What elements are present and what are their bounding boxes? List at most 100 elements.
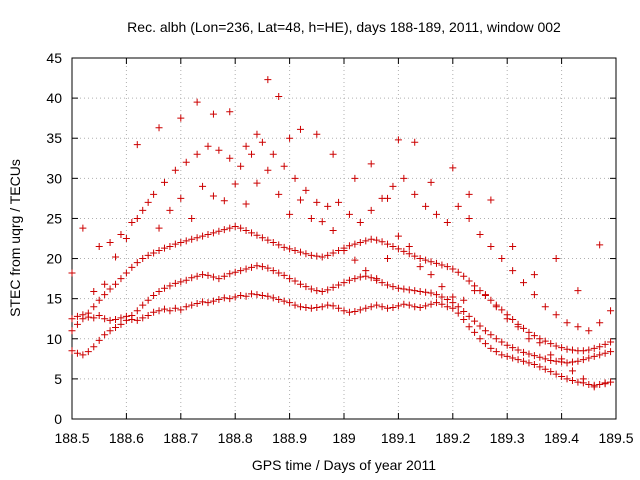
data-point — [171, 240, 179, 248]
data-point — [601, 349, 609, 357]
data-point — [432, 210, 440, 218]
data-point — [465, 277, 473, 285]
data-point — [384, 281, 392, 289]
data-point — [487, 243, 495, 251]
data-point — [199, 232, 207, 240]
data-point — [509, 354, 517, 362]
data-point — [133, 307, 141, 315]
data-point — [242, 226, 250, 234]
data-point — [405, 301, 413, 309]
data-point — [73, 320, 81, 328]
data-point — [432, 259, 440, 267]
series-3 — [95, 138, 615, 335]
data-point — [171, 166, 179, 174]
data-point — [416, 287, 424, 295]
data-point — [590, 344, 598, 352]
data-point — [384, 304, 392, 312]
data-point — [280, 271, 288, 279]
y-axis-tick-labels: 0 5 10 15 20 25 30 35 40 45 — [46, 50, 62, 427]
data-point — [465, 190, 473, 198]
data-point — [367, 235, 375, 243]
data-point — [237, 267, 245, 275]
data-point — [422, 256, 430, 264]
data-point — [574, 357, 582, 365]
y-tick-label: 30 — [46, 170, 62, 186]
y-tick-label: 10 — [46, 331, 62, 347]
data-point — [324, 202, 332, 210]
data-point — [112, 324, 120, 332]
data-point — [367, 274, 375, 282]
data-point — [362, 267, 370, 275]
data-point — [476, 230, 484, 238]
data-point — [481, 291, 489, 299]
data-point — [563, 319, 571, 327]
data-point — [160, 305, 168, 313]
data-point — [139, 314, 147, 322]
data-point — [296, 196, 304, 204]
data-point — [226, 295, 234, 303]
data-point — [101, 315, 109, 323]
data-point — [101, 331, 109, 339]
data-point — [438, 261, 446, 269]
data-point — [345, 242, 353, 250]
x-tick-label: 189.1 — [381, 430, 416, 446]
data-point — [400, 247, 408, 255]
data-point — [411, 190, 419, 198]
data-point — [558, 372, 566, 380]
y-tick-label: 45 — [46, 50, 62, 66]
data-point — [166, 206, 174, 214]
x-tick-label: 189.4 — [544, 430, 579, 446]
data-point — [307, 285, 315, 293]
data-point — [362, 237, 370, 245]
data-point — [389, 243, 397, 251]
data-point — [351, 256, 359, 264]
data-point — [106, 316, 114, 324]
data-point — [471, 287, 479, 295]
data-point — [209, 229, 217, 237]
data-point — [585, 327, 593, 335]
data-point — [471, 328, 479, 336]
data-point — [373, 275, 381, 283]
data-point — [394, 136, 402, 144]
data-point — [520, 279, 528, 287]
data-point — [171, 279, 179, 287]
data-point — [209, 273, 217, 281]
data-point — [579, 356, 587, 364]
y-tick-label: 25 — [46, 210, 62, 226]
data-point — [422, 302, 430, 310]
data-point — [193, 272, 201, 280]
data-point — [541, 355, 549, 363]
data-point — [416, 263, 424, 271]
data-point — [188, 301, 196, 309]
data-point — [193, 98, 201, 106]
data-point — [204, 299, 212, 307]
data-point — [498, 255, 506, 263]
data-point — [269, 239, 277, 247]
data-point — [307, 251, 315, 259]
data-point — [536, 363, 544, 371]
data-point — [596, 241, 604, 249]
data-point — [193, 234, 201, 242]
x-axis-label: GPS time / Days of year 2011 — [252, 457, 436, 473]
data-point — [269, 294, 277, 302]
data-point — [601, 379, 609, 387]
data-point — [139, 255, 147, 263]
data-point — [443, 303, 451, 311]
data-point — [509, 316, 517, 324]
data-point — [101, 280, 109, 288]
data-point — [329, 302, 337, 310]
data-point — [84, 348, 92, 356]
data-point — [411, 138, 419, 146]
data-point — [427, 178, 435, 186]
data-point — [177, 306, 185, 314]
data-point — [188, 214, 196, 222]
data-point — [427, 300, 435, 308]
data-point — [465, 214, 473, 222]
data-point — [416, 303, 424, 311]
y-tick-label: 20 — [46, 251, 62, 267]
data-point — [389, 303, 397, 311]
data-point — [204, 271, 212, 279]
data-point — [378, 279, 386, 287]
series-1 — [68, 262, 615, 367]
data-point — [231, 293, 239, 301]
